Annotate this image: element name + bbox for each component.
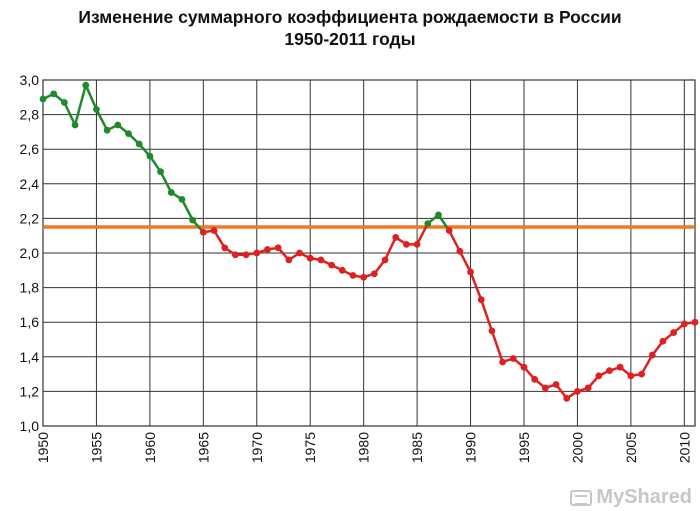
data-point	[616, 363, 624, 371]
x-tick-label: 1990	[463, 432, 479, 463]
series-line	[203, 223, 429, 279]
data-point	[435, 211, 442, 219]
x-tick-label: 1985	[409, 432, 425, 463]
data-point	[114, 121, 122, 129]
data-point	[167, 189, 175, 196]
data-point	[370, 270, 378, 278]
y-tick-label: 1,4	[20, 349, 40, 365]
x-tick-label: 1965	[195, 432, 211, 463]
data-point	[157, 168, 164, 176]
x-tick-label: 1960	[142, 432, 158, 463]
data-point	[210, 227, 218, 234]
data-point	[627, 372, 635, 380]
data-point	[285, 256, 293, 264]
x-tick-label: 1955	[88, 432, 104, 463]
data-point	[82, 81, 90, 89]
data-point	[574, 388, 581, 395]
y-tick-label: 3,0	[20, 72, 40, 88]
data-point	[467, 268, 474, 276]
series-line	[42, 83, 205, 234]
data-point	[60, 99, 68, 106]
x-tick-label: 1975	[302, 432, 318, 463]
data-point	[317, 256, 325, 264]
y-tick-label: 1,8	[20, 280, 40, 296]
y-tick-label: 2,2	[20, 210, 40, 226]
data-point	[563, 394, 571, 402]
data-point	[659, 337, 667, 345]
watermark: MyShared	[570, 486, 692, 509]
chart-title-line-2: 1950-2011 годы	[284, 29, 416, 49]
x-tick-label: 2000	[569, 432, 585, 463]
data-point	[456, 247, 464, 255]
data-point	[349, 272, 357, 279]
data-point	[403, 240, 410, 248]
data-point	[296, 249, 303, 257]
data-point	[231, 251, 239, 259]
data-point	[199, 228, 207, 236]
data-point	[691, 318, 699, 326]
y-tick-label: 2,8	[20, 107, 40, 123]
data-point	[520, 363, 528, 371]
data-point	[221, 244, 229, 252]
y-tick-label: 1,6	[20, 314, 40, 330]
chart-title: Изменение суммарного коэффициента рождае…	[0, 6, 700, 50]
data-point	[338, 266, 346, 274]
data-point	[71, 121, 79, 129]
y-tick-label: 2,0	[20, 245, 40, 261]
x-tick-label: 1950	[35, 432, 51, 463]
data-point	[584, 384, 592, 392]
data-point	[264, 246, 271, 253]
x-tick-label: 1980	[356, 432, 372, 463]
data-point	[306, 254, 314, 262]
data-point	[392, 234, 400, 241]
data-point	[274, 244, 282, 252]
data-point	[39, 95, 47, 103]
data-point	[381, 256, 389, 264]
data-point	[253, 249, 261, 257]
y-tick-label: 2,6	[20, 141, 40, 157]
data-point	[488, 327, 496, 335]
data-point	[328, 261, 335, 269]
data-point	[445, 227, 453, 234]
data-point	[93, 106, 100, 113]
data-point	[595, 372, 603, 380]
y-tick-label: 1,2	[20, 383, 40, 399]
data-point	[552, 381, 560, 388]
data-point	[103, 126, 111, 134]
data-point	[541, 384, 549, 392]
data-point	[413, 240, 421, 248]
x-tick-label: 2005	[623, 432, 639, 463]
data-point	[135, 140, 143, 148]
x-tick-label: 2010	[676, 432, 692, 463]
data-point	[242, 251, 250, 259]
data-point	[499, 358, 507, 366]
data-point	[189, 216, 197, 224]
data-point	[146, 152, 154, 160]
y-tick-label: 1,0	[20, 418, 40, 434]
data-point	[424, 220, 432, 227]
data-point	[638, 370, 645, 378]
data-point	[648, 351, 656, 359]
x-tick-label: 1970	[249, 432, 265, 463]
data-point	[50, 90, 58, 98]
chart-title-line-1: Изменение суммарного коэффициента рождае…	[78, 7, 622, 27]
data-point	[125, 130, 132, 138]
y-tick-label: 2,4	[20, 176, 40, 192]
data-point	[606, 367, 613, 375]
data-point	[477, 296, 485, 304]
watermark-text: MyShared	[596, 486, 692, 508]
data-point	[680, 320, 688, 328]
data-point	[360, 273, 368, 281]
data-point	[531, 375, 539, 383]
data-point	[178, 195, 186, 203]
projector-icon	[570, 489, 593, 506]
data-point	[670, 329, 678, 336]
x-tick-label: 1995	[516, 432, 532, 463]
data-point	[509, 355, 517, 362]
